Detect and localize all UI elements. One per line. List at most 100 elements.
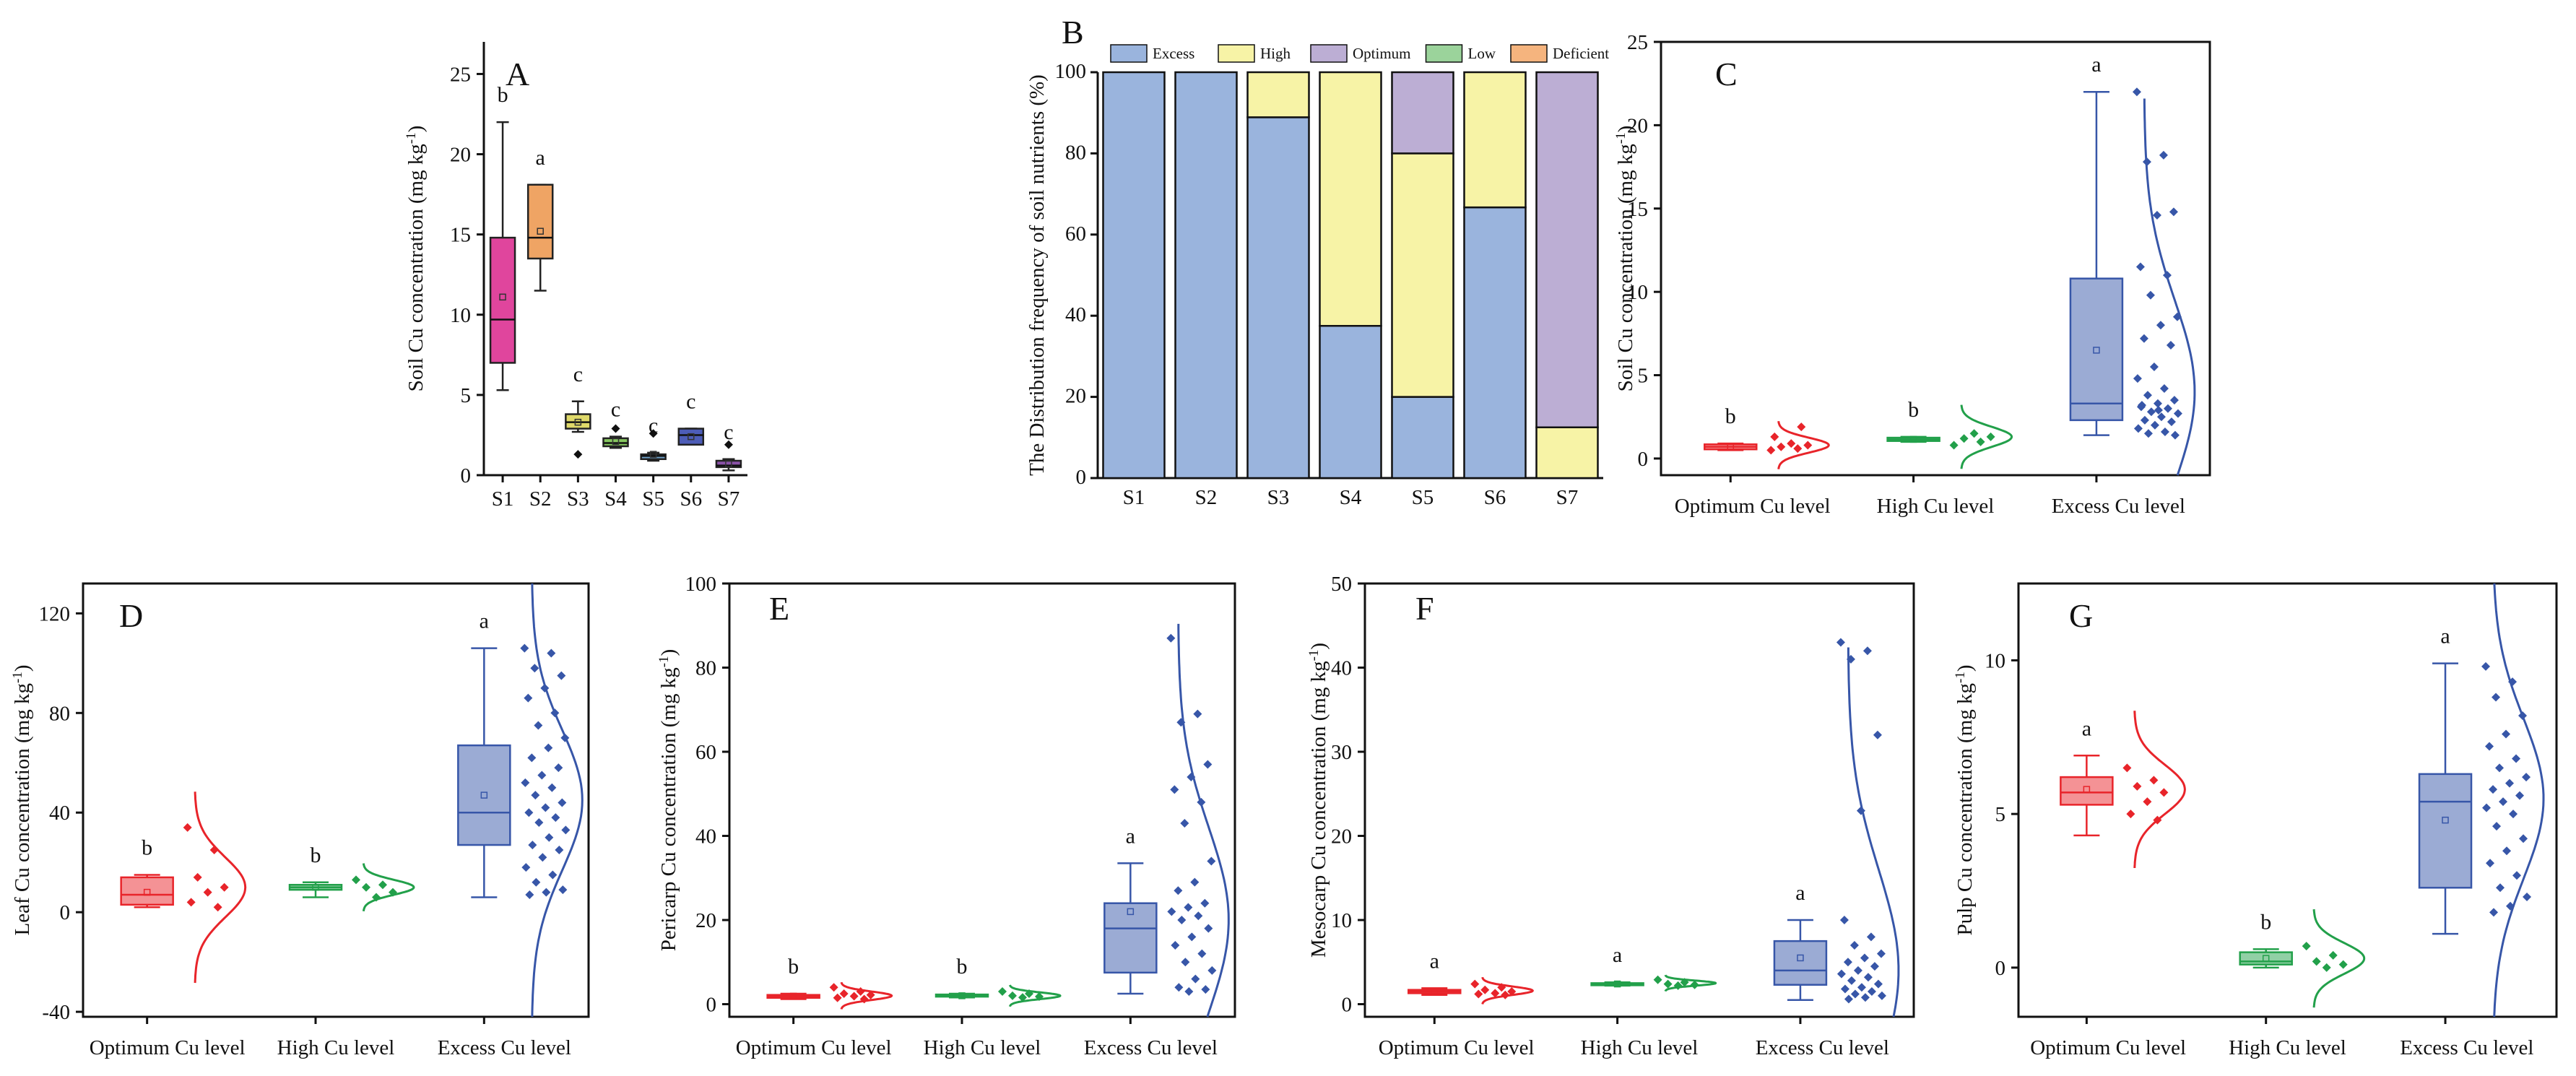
y-axis-label-main: Pulp Cu concentration (mg kg: [1953, 683, 1977, 936]
panel-letter: C: [1715, 56, 1738, 92]
data-point: [1653, 975, 1662, 984]
distribution-curve: [2143, 98, 2196, 476]
data-point: [521, 778, 530, 787]
data-point: [2159, 384, 2169, 393]
significance-letter: a: [1613, 943, 1622, 967]
y-tick-label: 20: [1627, 114, 1648, 137]
y-tick-label: 0: [1638, 448, 1649, 471]
outlier-point: [573, 450, 583, 459]
data-point: [537, 771, 547, 780]
x-tick-label: Optimum Cu level: [1379, 1036, 1535, 1059]
box-mean: [2093, 347, 2100, 354]
data-point: [1193, 709, 1202, 719]
data-point: [2143, 429, 2153, 438]
y-tick-label: 10: [1331, 909, 1352, 932]
outlier-point: [724, 440, 733, 449]
data-point: [534, 818, 544, 828]
data-point: [1860, 993, 1870, 1002]
data-point: [1770, 432, 1779, 441]
data-point: [2126, 810, 2135, 819]
bar-segment-excess: [1174, 71, 1238, 480]
significance-letter: b: [957, 955, 968, 979]
y-tick-label: 15: [1627, 198, 1648, 221]
data-point: [2482, 803, 2492, 812]
data-point: [1863, 973, 1873, 982]
data-point: [557, 671, 566, 680]
data-point: [2312, 957, 2321, 966]
box-mean: [574, 418, 582, 426]
significance-letter: c: [649, 414, 658, 438]
x-tick-label: S4: [604, 487, 627, 511]
box-1: a: [2060, 711, 2186, 869]
panel-G: 0 5 10 Optimum Cu level High Cu level Excess …: [1953, 582, 2558, 1059]
data-point: [2153, 399, 2162, 408]
data-point: [1200, 898, 1210, 908]
data-point: [2522, 773, 2531, 782]
data-point: [1793, 444, 1803, 454]
box-2: b: [2239, 909, 2366, 1008]
significance-letter: b: [2260, 910, 2271, 934]
y-tick-label: -40: [42, 1001, 70, 1024]
y-axis-label-main: Pericarp Cu concentration (mg kg: [657, 667, 680, 951]
y-tick-label: 0: [1076, 466, 1087, 489]
data-point: [1849, 940, 1859, 950]
y-axis-label: Pericarp Cu concentration (mg kg-1): [656, 649, 681, 952]
data-point: [1174, 983, 1184, 992]
data-point: [2322, 963, 2331, 972]
significance-letter: b: [1725, 404, 1736, 428]
y-tick-label: 0: [1342, 994, 1353, 1017]
data-point: [2512, 871, 2522, 880]
y-tick-label: 0: [461, 464, 472, 487]
y-tick-label: 25: [450, 63, 471, 86]
data-point: [1870, 962, 1879, 971]
y-tick-label: 20: [450, 144, 471, 167]
data-point: [2143, 391, 2152, 400]
significance-letter: a: [2440, 625, 2450, 648]
panel-letter: F: [1415, 590, 1434, 627]
data-point: [2167, 417, 2176, 427]
y-tick-label: 20: [1065, 385, 1086, 408]
bar-segment-high: [1463, 71, 1527, 209]
data-point: [1207, 856, 1216, 866]
x-tick-label: Optimum Cu level: [1675, 495, 1831, 518]
data-point: [2156, 412, 2166, 422]
data-point: [534, 721, 543, 730]
y-axis-label-main: Leaf Cu concentration (mg kg: [11, 683, 34, 936]
plot-frame: [1660, 40, 2211, 477]
data-point: [1194, 911, 1203, 921]
box-mean: [649, 451, 657, 458]
box-mean: [1727, 443, 1735, 451]
box-3: c: [565, 363, 591, 459]
panel-B: 0 20 40 60 80 100 S1 S2 S3 S4 S5 S6 S7 Excess High Opti…: [1025, 14, 1609, 509]
data-point: [1191, 974, 1200, 984]
x-tick-label: S5: [642, 487, 664, 511]
data-point: [1836, 969, 1846, 979]
legend-label: Optimum: [1353, 45, 1411, 62]
y-axis-label-sup: -1: [656, 656, 672, 667]
data-point: [531, 791, 540, 800]
data-point: [554, 763, 563, 773]
significance-letter: a: [480, 609, 489, 633]
data-point: [2492, 822, 2502, 831]
data-point: [1873, 979, 1883, 989]
panel-letter: A: [506, 56, 529, 92]
data-point: [1867, 987, 1876, 997]
data-point: [1876, 949, 1886, 958]
data-point: [193, 872, 202, 882]
legend-swatch: [1425, 44, 1463, 63]
panel-D: -40 0 40 80 120 Optimum Cu level High Cu level…: [10, 582, 590, 1059]
box-mean: [2262, 955, 2270, 962]
y-axis-label-sup: -1: [10, 672, 25, 683]
y-tick-label: 5: [1995, 803, 2006, 826]
y-axis-label-close: ): [657, 649, 680, 656]
data-point: [1181, 958, 1190, 967]
panel-C: 0 5 10 15 20 25 Optimum Cu level High Cu level E…: [1613, 31, 2211, 518]
y-axis-label: Soil Cu concentration (mg kg-1): [1613, 126, 1638, 392]
distribution-curve: [1847, 647, 1900, 1018]
distribution-curve: [2493, 583, 2545, 1018]
data-point: [186, 898, 196, 907]
y-tick-label: 0: [1995, 957, 2006, 980]
data-point: [1470, 979, 1480, 989]
x-tick-label: S7: [718, 487, 740, 511]
data-point: [1187, 932, 1197, 942]
